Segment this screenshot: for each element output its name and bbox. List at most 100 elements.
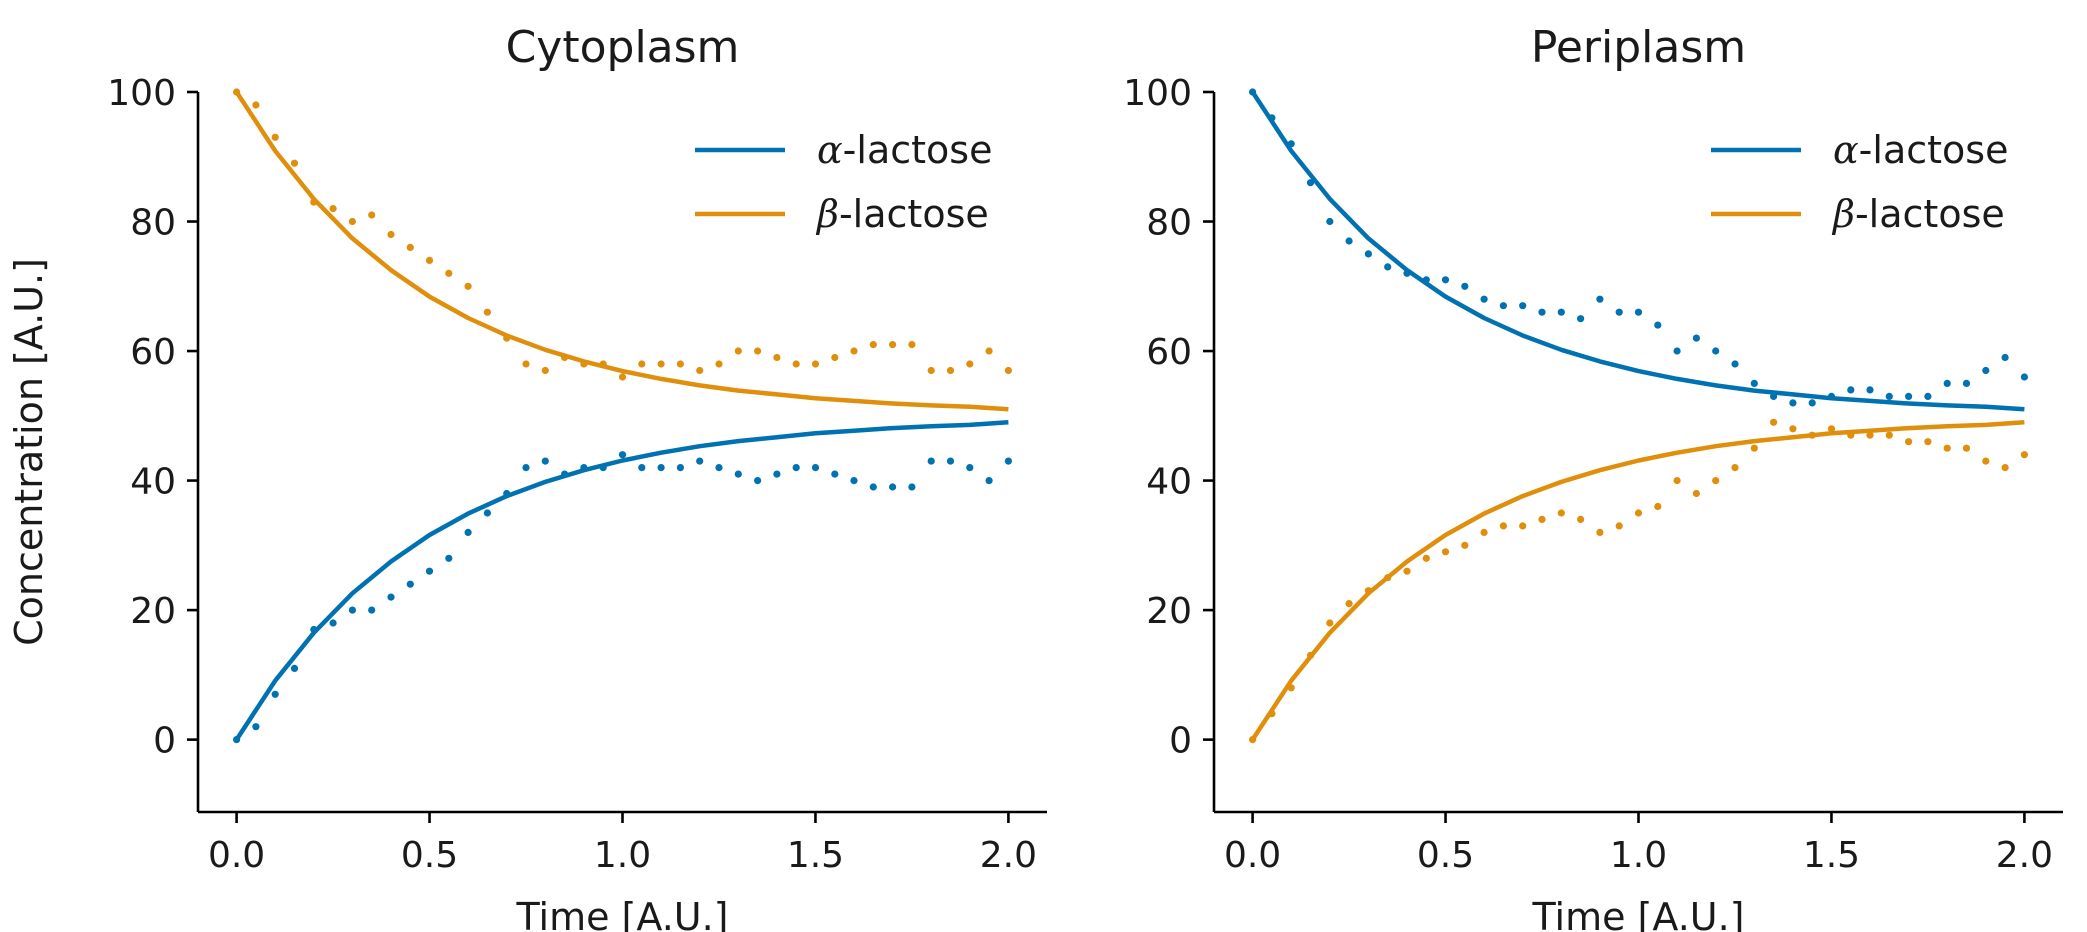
data-point-alpha bbox=[657, 464, 665, 472]
data-point-beta bbox=[1634, 509, 1643, 517]
data-point-alpha bbox=[908, 483, 916, 491]
data-point-beta bbox=[1712, 477, 1720, 485]
data-point-beta bbox=[1306, 651, 1315, 660]
x-tick-label: 0.5 bbox=[401, 835, 458, 876]
data-point-alpha bbox=[368, 606, 376, 614]
data-point-beta bbox=[1480, 528, 1488, 537]
data-point-beta bbox=[1499, 522, 1507, 530]
data-point-beta bbox=[831, 353, 839, 362]
data-point-alpha bbox=[252, 723, 260, 731]
data-point-alpha bbox=[1673, 347, 1681, 355]
data-point-beta bbox=[715, 360, 723, 368]
data-point-alpha bbox=[406, 580, 414, 588]
data-point-alpha bbox=[310, 625, 318, 634]
data-point-beta bbox=[1943, 444, 1951, 452]
data-point-beta bbox=[1326, 619, 1334, 627]
data-point-beta bbox=[927, 366, 935, 375]
data-point-beta bbox=[1422, 554, 1430, 562]
data-point-alpha bbox=[580, 464, 588, 472]
legend-text: -lactose bbox=[839, 192, 989, 236]
data-point-alpha bbox=[1480, 295, 1488, 303]
data-point-alpha bbox=[1827, 392, 1836, 400]
chart-title: Cytoplasm bbox=[506, 22, 740, 73]
data-point-beta bbox=[368, 211, 376, 219]
data-point-alpha bbox=[483, 509, 491, 517]
x-tick-label: 1.5 bbox=[1803, 835, 1860, 876]
data-point-beta bbox=[1885, 431, 1893, 439]
data-point-alpha bbox=[1538, 308, 1546, 316]
x-ticks: 0.0 0.5 1.0 1.5 2.0 bbox=[1224, 812, 2053, 876]
data-point-beta bbox=[734, 347, 742, 355]
data-point-alpha bbox=[425, 567, 434, 575]
data-point-beta bbox=[483, 308, 491, 316]
data-point-alpha bbox=[1905, 392, 1913, 400]
data-point-beta bbox=[1403, 567, 1411, 575]
y-axis-label: Concentration [A.U.] bbox=[7, 258, 51, 646]
chart-panel-periplasm: 0 20 40 60 80 100 0.0 0.5 1.0 1.5 2.0 Periplasm T… bbox=[1123, 22, 2063, 932]
data-point-alpha bbox=[599, 464, 607, 472]
data-point-beta bbox=[638, 360, 646, 368]
data-point-alpha bbox=[1982, 366, 1990, 375]
x-tick-label: 1.0 bbox=[594, 835, 651, 876]
data-point-beta bbox=[252, 101, 260, 109]
data-point-beta bbox=[2001, 464, 2009, 472]
data-point-beta bbox=[696, 366, 704, 375]
x-tick-label: 1.0 bbox=[1610, 835, 1667, 876]
data-point-beta bbox=[889, 341, 897, 349]
data-point-beta bbox=[946, 366, 955, 375]
data-point-beta bbox=[1827, 425, 1836, 433]
data-point-beta bbox=[464, 282, 472, 290]
data-point-alpha bbox=[696, 457, 704, 465]
data-point-alpha bbox=[2020, 373, 2028, 381]
data-point-beta bbox=[1577, 515, 1585, 524]
y-tick-label: 80 bbox=[1146, 203, 1192, 244]
y-tick-label: 100 bbox=[107, 73, 176, 114]
legend-text: -lactose bbox=[1859, 128, 2009, 172]
data-point-alpha bbox=[503, 489, 511, 498]
data-point-alpha bbox=[850, 477, 858, 485]
data-point-beta bbox=[1596, 528, 1604, 537]
data-point-alpha bbox=[869, 483, 877, 491]
x-tick-label: 2.0 bbox=[1996, 835, 2053, 876]
data-point-alpha bbox=[1634, 308, 1643, 316]
data-point-beta bbox=[387, 230, 395, 239]
data-point-beta bbox=[1673, 477, 1681, 485]
data-point-alpha bbox=[831, 470, 839, 478]
legend-label-beta: β-lactose bbox=[815, 192, 989, 236]
data-point-alpha bbox=[329, 619, 337, 627]
data-point-beta bbox=[561, 353, 569, 362]
data-point-alpha bbox=[1249, 88, 1257, 96]
legend-symbol: β bbox=[815, 192, 839, 236]
y-tick-label: 100 bbox=[1123, 73, 1192, 114]
data-point-beta bbox=[1692, 489, 1700, 498]
data-point-beta bbox=[1924, 438, 1932, 446]
x-tick-label: 0.0 bbox=[1224, 835, 1281, 876]
data-point-alpha bbox=[1364, 250, 1372, 258]
data-point-alpha bbox=[985, 477, 993, 485]
data-point-alpha bbox=[541, 457, 549, 465]
data-point-beta bbox=[1982, 457, 1990, 465]
data-point-beta bbox=[773, 353, 781, 362]
data-point-beta bbox=[1384, 574, 1392, 582]
data-point-beta bbox=[2020, 451, 2028, 459]
data-point-alpha bbox=[1731, 360, 1739, 368]
data-point-beta bbox=[966, 360, 974, 368]
data-point-alpha bbox=[1461, 282, 1469, 290]
y-tick-label: 0 bbox=[1169, 721, 1192, 762]
data-point-beta bbox=[271, 133, 279, 141]
data-point-beta bbox=[503, 334, 511, 342]
plot-marks bbox=[233, 88, 1013, 744]
data-point-alpha bbox=[792, 464, 800, 472]
data-point-alpha bbox=[1847, 386, 1855, 394]
data-point-alpha bbox=[1499, 302, 1507, 310]
data-point-beta bbox=[445, 269, 453, 277]
data-point-beta bbox=[1461, 541, 1469, 549]
data-point-alpha bbox=[1004, 457, 1013, 465]
data-point-alpha bbox=[927, 457, 935, 465]
data-point-alpha bbox=[445, 554, 453, 562]
data-point-alpha bbox=[1654, 321, 1662, 329]
data-point-beta bbox=[233, 88, 241, 96]
data-point-beta bbox=[406, 243, 414, 251]
